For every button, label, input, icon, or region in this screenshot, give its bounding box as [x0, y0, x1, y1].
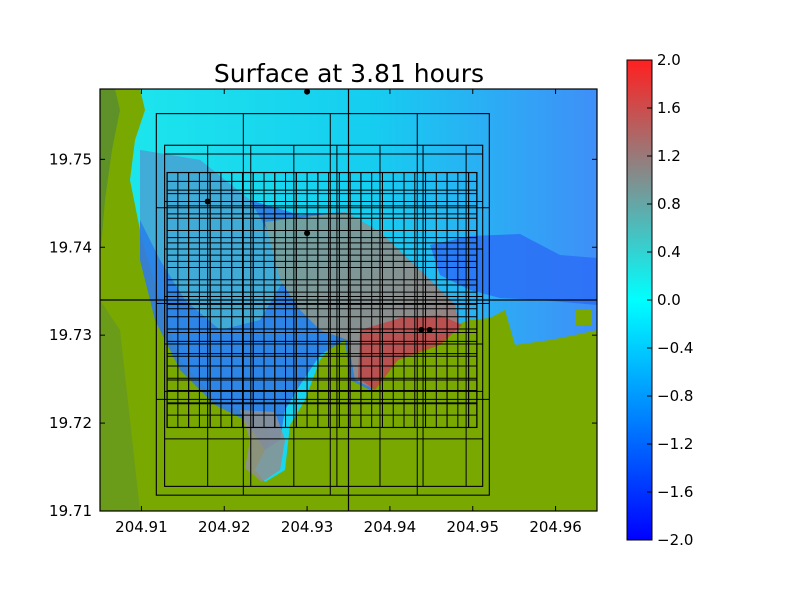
land-dark-area: [100, 89, 120, 260]
colorbar-tick-label: 1.2: [657, 147, 681, 165]
colorbar-tick-label: 1.6: [657, 99, 681, 117]
y-tick-label: 19.71: [49, 502, 92, 520]
grid-patch-outline: [164, 144, 484, 487]
colorbar-tick-label: 0.4: [657, 243, 681, 261]
x-axis-ticks: 204.91 204.92 204.93 204.94 204.95 204.96: [115, 89, 582, 536]
colorbar-tick-label: 0.8: [657, 195, 681, 213]
colorbar-tick-label: −1.6: [657, 483, 693, 501]
colorbar-tick-label: −1.2: [657, 435, 693, 453]
gauge-marker: [204, 198, 211, 205]
y-tick-label: 19.73: [49, 326, 92, 344]
x-tick-label: 204.96: [529, 518, 582, 536]
colorbar-tick-label: −0.4: [657, 339, 693, 357]
gauge-marker: [418, 326, 425, 333]
gauge-marker: [426, 326, 433, 333]
chart-title: Surface at 3.81 hours: [214, 59, 484, 88]
gauge-marker: [304, 230, 311, 237]
x-tick-label: 204.91: [115, 518, 168, 536]
x-tick-label: 204.93: [281, 518, 334, 536]
colorbar-ticks: 2.0 1.6 1.2 0.8 0.4 0.0 −0.4 −0.8 −1.2 −1.6 −2.0: [647, 51, 693, 549]
colorbar-tick-label: 0.0: [657, 291, 681, 309]
deep-trough-area: [430, 234, 597, 305]
y-axis-ticks: 19.71 19.72 19.73 19.74 19.75: [49, 150, 597, 520]
land-area: [100, 89, 597, 511]
y-tick-label: 19.75: [49, 150, 92, 168]
x-tick-label: 204.92: [198, 518, 251, 536]
colorbar-tick-label: −2.0: [657, 531, 693, 549]
x-tick-label: 204.95: [447, 518, 500, 536]
colorbar-tick-label: −0.8: [657, 387, 693, 405]
x-tick-label: 204.94: [364, 518, 417, 536]
axes-frame: [99, 88, 598, 512]
land-slope-area: [100, 300, 140, 511]
colorbar-tick-label: 2.0: [657, 51, 681, 69]
y-tick-label: 19.74: [49, 238, 92, 256]
land-islet: [575, 310, 592, 325]
grid-patch-outline: [155, 113, 490, 496]
y-tick-label: 19.72: [49, 414, 92, 432]
patch-boundaries: [100, 89, 597, 511]
